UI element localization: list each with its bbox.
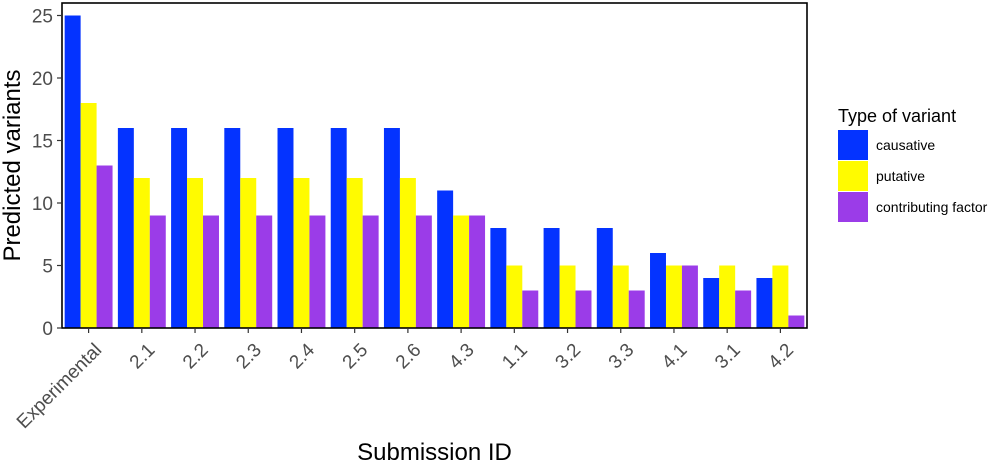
x-tick-label: 2.3 — [232, 340, 266, 374]
bar-causative-3-1 — [703, 278, 720, 328]
x-tick-label: 1.1 — [498, 340, 532, 374]
bar-causative-2-3 — [224, 128, 241, 328]
x-tick-label: 4.1 — [658, 340, 692, 374]
bar-causative-3-3 — [596, 228, 613, 328]
bar-contributing-factor-Experimental — [96, 165, 113, 328]
bar-contributing-factor-3-3 — [628, 290, 645, 328]
x-tick-label: 2.5 — [339, 340, 373, 374]
legend-swatch-putative — [838, 161, 868, 191]
bar-putative-Experimental — [80, 103, 97, 328]
bar-putative-2-6 — [399, 178, 416, 328]
legend-swatch-contributing-factor — [838, 192, 868, 222]
bar-contributing-factor-2-4 — [309, 215, 326, 328]
y-tick-label: 15 — [32, 132, 53, 153]
bar-putative-2-1 — [133, 178, 150, 328]
bar-contributing-factor-2-5 — [362, 215, 379, 328]
y-axis: 0 5 10 15 20 25 — [32, 7, 62, 340]
plot-area: 0 5 10 15 20 25 Experimental 2.1 2.2 2.3 2.4 2.5 2.… — [13, 2, 808, 433]
bar-putative-4-3 — [453, 215, 470, 328]
bar-causative-4-1 — [650, 253, 666, 328]
bar-putative-3-1 — [719, 265, 736, 328]
bar-putative-3-2 — [559, 265, 576, 328]
x-tick-label: 2.4 — [286, 339, 320, 373]
bar-contributing-factor-3-2 — [575, 290, 592, 328]
y-axis-title: Predicted variants — [0, 69, 26, 261]
bar-putative-2-2 — [187, 178, 204, 328]
bar-putative-1-1 — [506, 265, 523, 328]
legend-label-causative: causative — [876, 137, 935, 153]
x-tick-label: 2.6 — [392, 340, 426, 374]
x-tick-label: 2.1 — [126, 340, 160, 374]
legend: Type of variant causative putative contrib… — [838, 106, 988, 222]
y-tick-label: 10 — [32, 194, 53, 215]
bar-causative-4-2 — [756, 278, 773, 328]
x-tick-label: 4.3 — [445, 340, 479, 374]
bar-contributing-factor-2-1 — [149, 215, 166, 328]
bar-contributing-factor-2-2 — [203, 215, 219, 328]
bar-causative-1-1 — [490, 228, 507, 328]
x-tick-label: 3.1 — [711, 340, 745, 374]
bar-causative-2-2 — [171, 128, 188, 328]
x-tick-label: 3.3 — [605, 340, 639, 374]
bar-putative-4-1 — [665, 265, 682, 328]
x-tick-label: 3.2 — [552, 340, 586, 374]
bar-contributing-factor-2-3 — [256, 215, 273, 328]
y-tick-label: 0 — [42, 319, 53, 340]
bar-putative-3-3 — [612, 265, 629, 328]
x-axis-title: Submission ID — [357, 439, 512, 466]
bar-causative-4-3 — [437, 190, 454, 328]
y-tick-label: 25 — [32, 7, 53, 28]
legend-label-putative: putative — [876, 168, 925, 184]
y-tick-label: 5 — [42, 257, 53, 278]
bars — [64, 15, 805, 328]
bar-causative-2-1 — [117, 128, 134, 328]
legend-items: causative putative contributing factor — [838, 130, 988, 222]
x-tick-label: Experimental — [13, 340, 106, 433]
y-tick-label: 20 — [32, 69, 53, 90]
bar-causative-2-6 — [383, 128, 400, 328]
bar-putative-2-4 — [293, 178, 310, 328]
bar-contributing-factor-4-3 — [469, 215, 486, 328]
panel-border — [61, 2, 808, 329]
bar-contributing-factor-4-2 — [788, 315, 805, 328]
legend-title: Type of variant — [838, 106, 956, 126]
bar-contributing-factor-4-1 — [681, 265, 698, 328]
bar-contributing-factor-1-1 — [522, 290, 539, 328]
bar-putative-2-3 — [240, 178, 257, 328]
bar-putative-4-2 — [772, 265, 789, 328]
legend-label-contributing-factor: contributing factor — [876, 199, 988, 215]
x-tick-label: 2.2 — [179, 340, 213, 374]
bar-putative-2-5 — [346, 178, 363, 328]
bar-contributing-factor-3-1 — [735, 290, 752, 328]
bar-causative-3-2 — [543, 228, 560, 328]
bar-causative-2-4 — [277, 128, 294, 328]
legend-swatch-causative — [838, 130, 868, 160]
bar-causative-Experimental — [64, 15, 81, 328]
x-axis: Experimental 2.1 2.2 2.3 2.4 2.5 2.6 4.3 1.1 3.2 3… — [13, 328, 798, 433]
bar-causative-2-5 — [330, 128, 347, 328]
x-tick-label: 4.2 — [764, 340, 798, 374]
bar-contributing-factor-2-6 — [415, 215, 432, 328]
